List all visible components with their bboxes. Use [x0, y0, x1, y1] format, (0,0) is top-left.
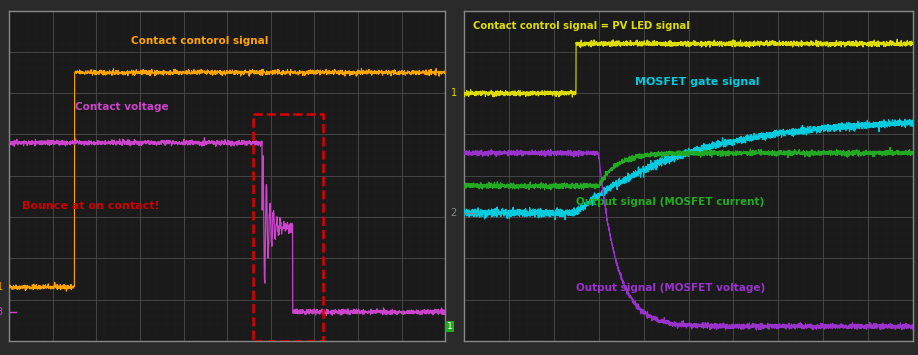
Text: Bounce at on contact!: Bounce at on contact! — [22, 201, 160, 211]
Text: 2: 2 — [451, 208, 457, 218]
Text: 1: 1 — [446, 322, 453, 331]
Text: 3: 3 — [0, 307, 3, 317]
Text: Contact control signal = PV LED signal: Contact control signal = PV LED signal — [473, 21, 689, 31]
Text: Output signal (MOSFET current): Output signal (MOSFET current) — [577, 197, 765, 207]
Text: T/us(3)    0.2V: T/us(3) 0.2V — [756, 354, 806, 355]
Text: Contact voltage: Contact voltage — [74, 102, 168, 112]
Text: Contact contorol signal: Contact contorol signal — [131, 36, 269, 46]
Text: 1/in(4)    c300.0ms: 1/in(4) c300.0ms — [487, 354, 553, 355]
Text: 1: 1 — [451, 88, 457, 98]
Text: 1: 1 — [0, 282, 3, 292]
Text: Output signal (MOSFET voltage): Output signal (MOSFET voltage) — [577, 283, 766, 293]
Text: MOSFET gate signal: MOSFET gate signal — [634, 77, 759, 87]
